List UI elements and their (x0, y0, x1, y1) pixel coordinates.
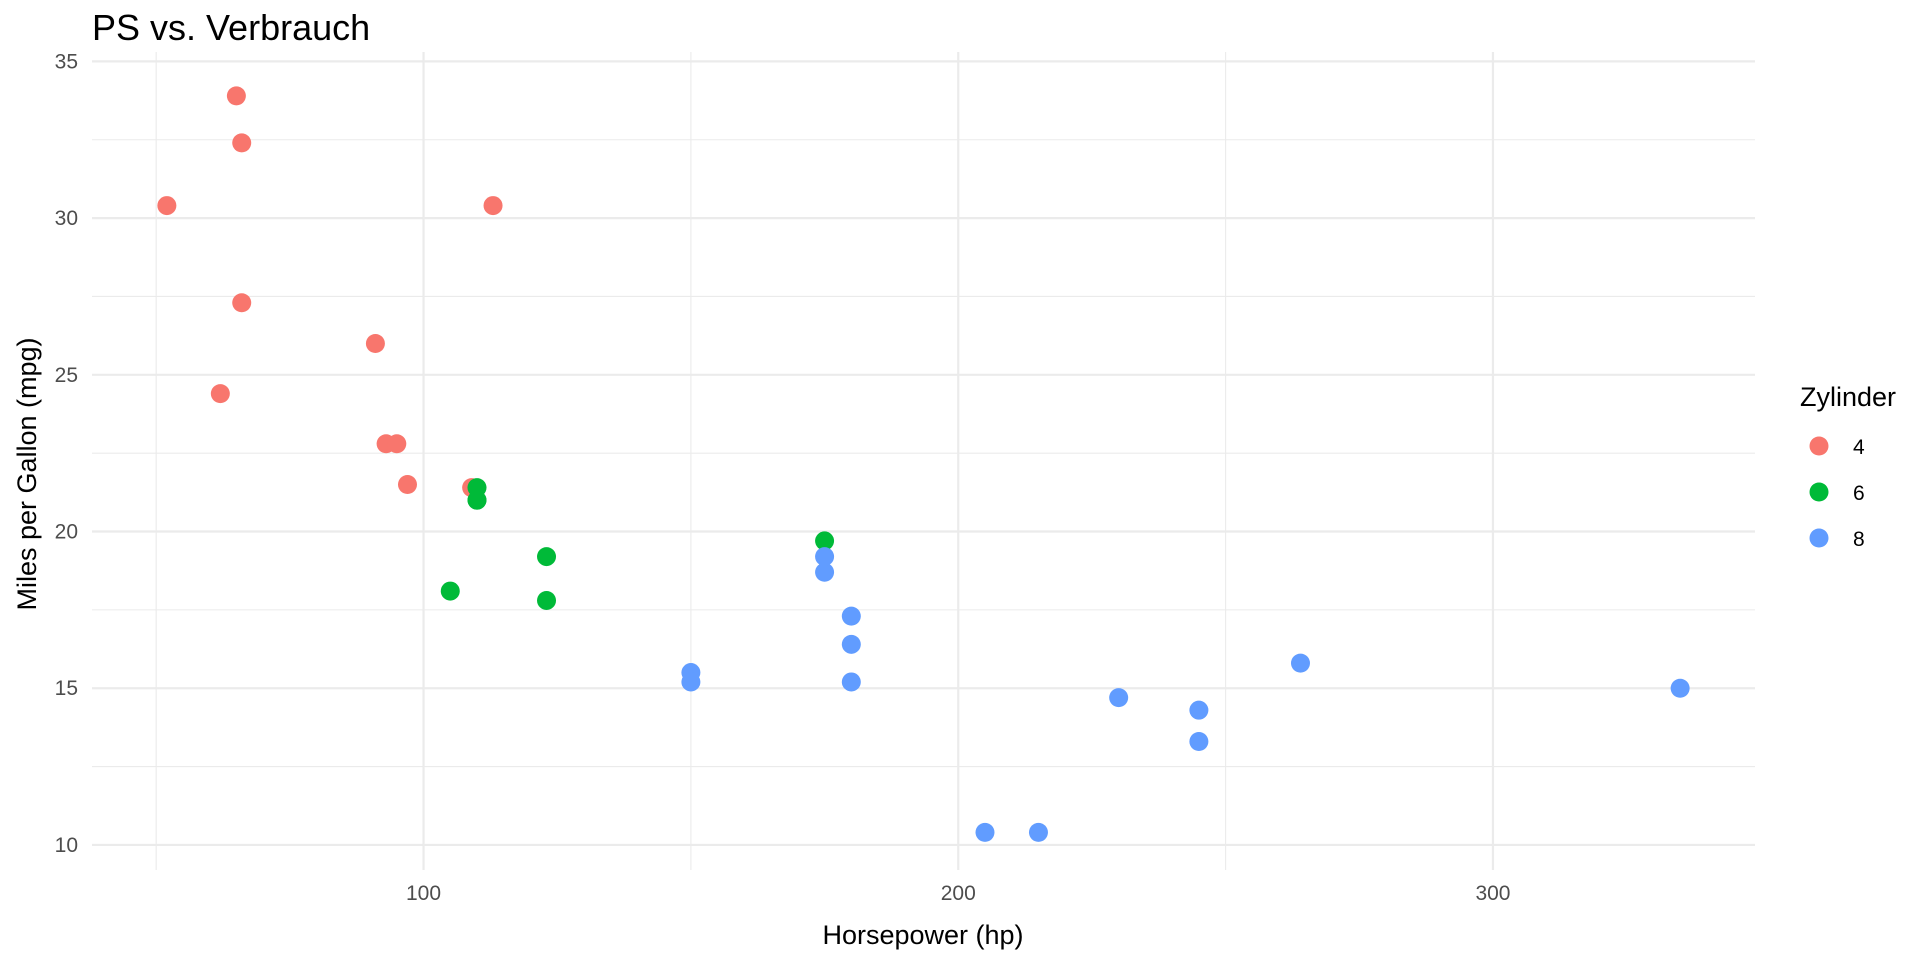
y-tick-label: 35 (55, 50, 78, 73)
legend-key-cyl-6 (1809, 482, 1829, 502)
data-point-cyl-8 (841, 606, 861, 626)
tick-labels: 10 15 20 25 30 35 100 200 300 (55, 50, 1511, 905)
x-axis-title: Horsepower (hp) (822, 920, 1023, 950)
legend-label: 4 (1853, 436, 1865, 459)
data-point-cyl-6 (537, 590, 557, 610)
data-points (157, 86, 1690, 842)
legend-label: 8 (1853, 528, 1865, 551)
y-tick-label: 30 (55, 207, 78, 230)
y-tick-label: 15 (55, 677, 78, 700)
y-tick-label: 25 (55, 364, 78, 387)
data-point-cyl-8 (1189, 732, 1209, 752)
x-tick-label: 200 (941, 882, 976, 905)
data-point-cyl-4 (365, 333, 385, 353)
data-point-cyl-4 (387, 434, 407, 454)
y-tick-label: 20 (55, 521, 78, 544)
gridlines (92, 52, 1755, 870)
legend-title: Zylinder (1800, 382, 1896, 412)
data-point-cyl-4 (397, 475, 417, 495)
data-point-cyl-8 (815, 547, 835, 567)
data-point-cyl-8 (975, 822, 995, 842)
data-point-cyl-8 (815, 562, 835, 582)
y-axis-title: Miles per Gallon (mpg) (12, 337, 42, 610)
legend-key-cyl-8 (1809, 528, 1829, 548)
data-point-cyl-6 (537, 547, 557, 567)
data-point-cyl-8 (1290, 653, 1310, 673)
data-point-cyl-8 (1670, 678, 1690, 698)
legend-label: 6 (1853, 482, 1865, 505)
data-point-cyl-4 (210, 384, 230, 404)
data-point-cyl-4 (157, 196, 177, 216)
data-point-cyl-6 (467, 478, 487, 498)
data-point-cyl-6 (815, 531, 835, 551)
data-point-cyl-4 (232, 293, 252, 313)
data-point-cyl-8 (841, 672, 861, 692)
x-tick-label: 300 (1475, 882, 1510, 905)
data-point-cyl-8 (681, 672, 701, 692)
legend-key-cyl-4 (1809, 436, 1829, 456)
chart-title: PS vs. Verbrauch (92, 7, 370, 48)
data-point-cyl-8 (1189, 700, 1209, 720)
data-point-cyl-4 (232, 133, 252, 153)
data-point-cyl-6 (440, 581, 460, 601)
data-point-cyl-8 (841, 634, 861, 654)
legend: Zylinder 4 6 8 (1800, 382, 1896, 551)
data-point-cyl-8 (1028, 822, 1048, 842)
legend-items: 4 6 8 (1809, 436, 1865, 551)
x-tick-label: 100 (406, 882, 441, 905)
data-point-cyl-4 (226, 86, 246, 106)
data-point-cyl-8 (1109, 688, 1129, 708)
data-point-cyl-4 (483, 196, 503, 216)
y-tick-label: 10 (55, 834, 78, 857)
